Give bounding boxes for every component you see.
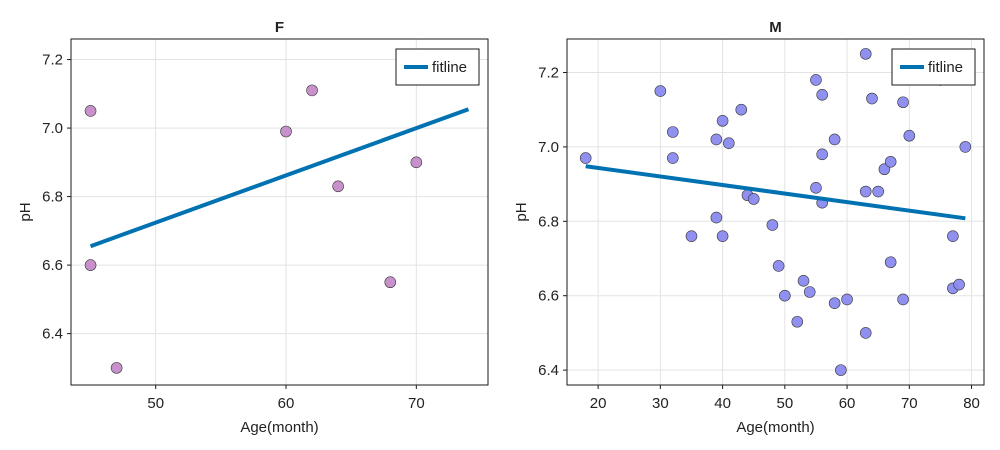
data-point-m-29 xyxy=(859,185,872,198)
data-point-m-28 xyxy=(859,48,872,60)
y-tick-label-m-2: 6.8 xyxy=(538,213,559,230)
grid-f xyxy=(71,39,488,385)
data-point-m-2 xyxy=(667,126,679,138)
data-point-f-5 xyxy=(332,180,344,193)
data-point-m-1 xyxy=(654,85,667,97)
x-axis-label-m: Age(month) xyxy=(736,419,814,436)
data-point-m-33 xyxy=(878,163,891,176)
panel-m: M 20 30 40 50 60 70 80 6.4 6.6 6.8 7.0 7.2 Age(mont… xyxy=(513,19,985,436)
data-point-m-0 xyxy=(579,152,592,164)
legend-f: fitline xyxy=(395,48,480,86)
panel-f: F 50 60 70 6.4 6.6 6.8 7.0 7.2 Age(month) pH fi… xyxy=(17,19,489,436)
data-point-m-16 xyxy=(791,315,804,328)
x-axis-label-f: Age(month) xyxy=(240,419,318,436)
data-point-m-30 xyxy=(859,327,872,339)
y-axis-label-f: pH xyxy=(17,202,34,221)
data-point-m-21 xyxy=(816,89,828,101)
x-tick-label-m-1: 30 xyxy=(652,395,669,412)
legend-label-m: fitline xyxy=(928,59,963,76)
data-point-m-18 xyxy=(803,286,816,298)
x-tick-label-m-5: 70 xyxy=(901,395,918,412)
data-point-m-6 xyxy=(710,211,723,224)
x-tick-label-m-3: 50 xyxy=(776,395,793,412)
legend-label-f: fitline xyxy=(432,59,467,76)
y-tick-label-m-0: 6.4 xyxy=(538,362,559,379)
x-tick-label-m-0: 20 xyxy=(590,395,607,412)
x-tick-label-f-0: 50 xyxy=(147,395,164,412)
data-point-m-37 xyxy=(897,293,909,306)
data-point-m-25 xyxy=(828,297,841,309)
fitline-layer-f xyxy=(89,107,470,249)
data-point-f-1 xyxy=(84,259,97,271)
y-tick-label-m-4: 7.2 xyxy=(538,64,559,81)
y-tick-label-f-1: 6.6 xyxy=(42,257,63,274)
y-axis-label-m: pH xyxy=(513,202,530,221)
data-point-f-7 xyxy=(410,156,423,169)
y-tick-label-f-2: 6.8 xyxy=(42,189,63,206)
data-point-m-14 xyxy=(772,260,785,272)
plot-frame-f xyxy=(70,38,489,386)
data-point-m-15 xyxy=(779,289,791,302)
data-point-m-40 xyxy=(947,230,959,242)
data-point-m-7 xyxy=(716,115,729,127)
data-point-m-31 xyxy=(866,92,878,105)
x-tick-label-m-6: 80 xyxy=(963,395,980,412)
data-point-m-24 xyxy=(828,133,841,146)
data-point-m-5 xyxy=(710,133,723,146)
data-point-m-42 xyxy=(953,278,965,291)
x-tick-label-m-4: 60 xyxy=(839,395,856,412)
x-tick-label-f-2: 70 xyxy=(408,395,425,412)
data-point-m-13 xyxy=(766,219,779,231)
data-point-m-32 xyxy=(872,185,884,198)
y-tick-label-f-3: 7.0 xyxy=(42,120,63,137)
data-point-m-17 xyxy=(797,275,810,287)
data-point-m-4 xyxy=(685,230,698,242)
data-point-m-34 xyxy=(884,155,897,168)
data-point-m-8 xyxy=(716,230,729,242)
data-point-m-26 xyxy=(835,364,847,376)
grid-m xyxy=(567,39,984,385)
legend-m: fitline xyxy=(891,48,976,86)
fitline-m xyxy=(585,164,966,221)
data-point-m-36 xyxy=(897,96,909,109)
data-point-f-0 xyxy=(84,105,97,117)
x-tick-label-m-2: 40 xyxy=(714,395,731,412)
data-point-m-43 xyxy=(959,141,972,153)
data-point-m-20 xyxy=(810,182,822,194)
y-tick-label-m-3: 7.0 xyxy=(538,139,559,156)
data-point-f-6 xyxy=(384,276,397,289)
data-point-m-35 xyxy=(884,256,897,269)
plot-frame-m xyxy=(566,38,985,386)
data-point-m-9 xyxy=(723,137,735,149)
data-point-f-3 xyxy=(280,125,292,138)
data-point-f-2 xyxy=(110,362,123,374)
data-point-m-27 xyxy=(841,293,853,306)
y-tick-label-m-1: 6.6 xyxy=(538,288,559,305)
data-point-m-22 xyxy=(816,148,828,161)
y-tick-label-f-4: 7.2 xyxy=(42,52,63,69)
data-point-f-4 xyxy=(306,84,318,97)
data-point-m-19 xyxy=(810,74,822,86)
data-point-m-12 xyxy=(747,193,760,205)
fitline-f xyxy=(89,107,470,249)
chart-title-m: M xyxy=(769,19,782,36)
x-tick-label-f-1: 60 xyxy=(278,395,295,412)
fitline-layer-m xyxy=(585,164,966,221)
data-point-m-38 xyxy=(903,129,916,142)
ticks-f: 50 60 70 6.4 6.6 6.8 7.0 7.2 xyxy=(42,52,425,412)
data-point-m-3 xyxy=(667,152,679,164)
ticks-m: 20 30 40 50 60 70 80 6.4 6.6 6.8 7.0 7.2 xyxy=(538,64,980,412)
chart-title-f: F xyxy=(275,19,284,36)
y-tick-label-f-0: 6.4 xyxy=(42,326,63,343)
points-m xyxy=(579,48,972,376)
points-f xyxy=(84,84,423,374)
data-point-m-10 xyxy=(735,103,748,116)
